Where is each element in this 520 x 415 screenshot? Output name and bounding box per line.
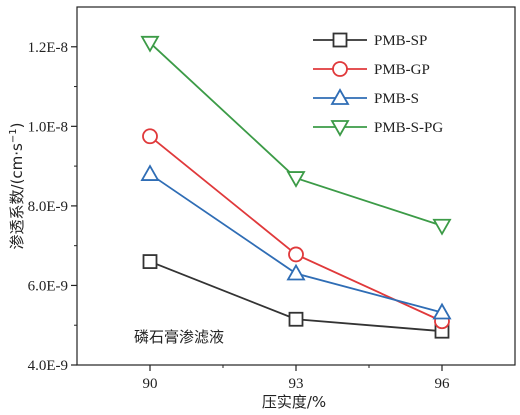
y-axis: 4.0E-9 6.0E-9 8.0E-9 1.0E-8 1.2E-8 — [28, 40, 77, 374]
data-point — [142, 254, 158, 269]
y-tick-label: 6.0E-9 — [28, 278, 68, 294]
data-point — [288, 311, 304, 327]
legend-marker — [332, 61, 348, 77]
x-tick-label: 90 — [143, 376, 158, 392]
legend-item: PMB-SP — [313, 32, 427, 49]
legend-item: PMB-S-PG — [313, 120, 443, 137]
legend: PMB-SP PMB-GP PMB-S PMB-S-PG — [313, 32, 443, 137]
data-point — [288, 246, 304, 263]
legend-label: PMB-S-PG — [374, 120, 443, 136]
x-axis-title: 压实度/% — [262, 393, 326, 411]
chart-annotation: 磷石膏渗滤液 — [134, 328, 224, 346]
series-pmb-s — [140, 164, 452, 320]
data-point — [140, 164, 160, 181]
series-pmb-s-pg — [140, 35, 452, 236]
x-axis: 90 93 96 — [143, 365, 451, 392]
legend-marker — [330, 88, 350, 105]
series-line — [149, 135, 443, 323]
y-tick-label: 4.0E-9 — [28, 358, 68, 374]
data-point — [142, 128, 158, 145]
legend-marker — [330, 120, 350, 137]
y-axis-title-sup: −1 — [8, 128, 19, 143]
y-tick-label: 1.0E-8 — [28, 119, 68, 135]
legend-label: PMB-S — [374, 91, 419, 107]
series-line — [149, 173, 443, 314]
x-tick-label: 93 — [289, 376, 304, 392]
y-axis-title-end: ) — [8, 123, 26, 129]
y-tick-label: 8.0E-9 — [28, 199, 68, 215]
series-layer — [140, 35, 452, 339]
series-pmb-gp — [142, 128, 450, 330]
data-point — [432, 218, 452, 236]
y-tick-label: 1.2E-8 — [28, 40, 68, 56]
legend-marker — [332, 32, 348, 48]
data-point — [286, 171, 306, 188]
x-tick-label: 96 — [435, 376, 451, 392]
legend-label: PMB-GP — [374, 62, 430, 78]
data-point — [432, 302, 452, 320]
y-axis-title: 渗透系数/(cm·s−1) — [8, 123, 26, 250]
data-point — [140, 35, 160, 53]
legend-item: PMB-S — [313, 88, 419, 107]
legend-label: PMB-SP — [374, 33, 427, 49]
data-point — [286, 263, 306, 281]
y-axis-title-main: 渗透系数/(cm·s — [8, 143, 26, 250]
legend-item: PMB-GP — [313, 61, 430, 78]
